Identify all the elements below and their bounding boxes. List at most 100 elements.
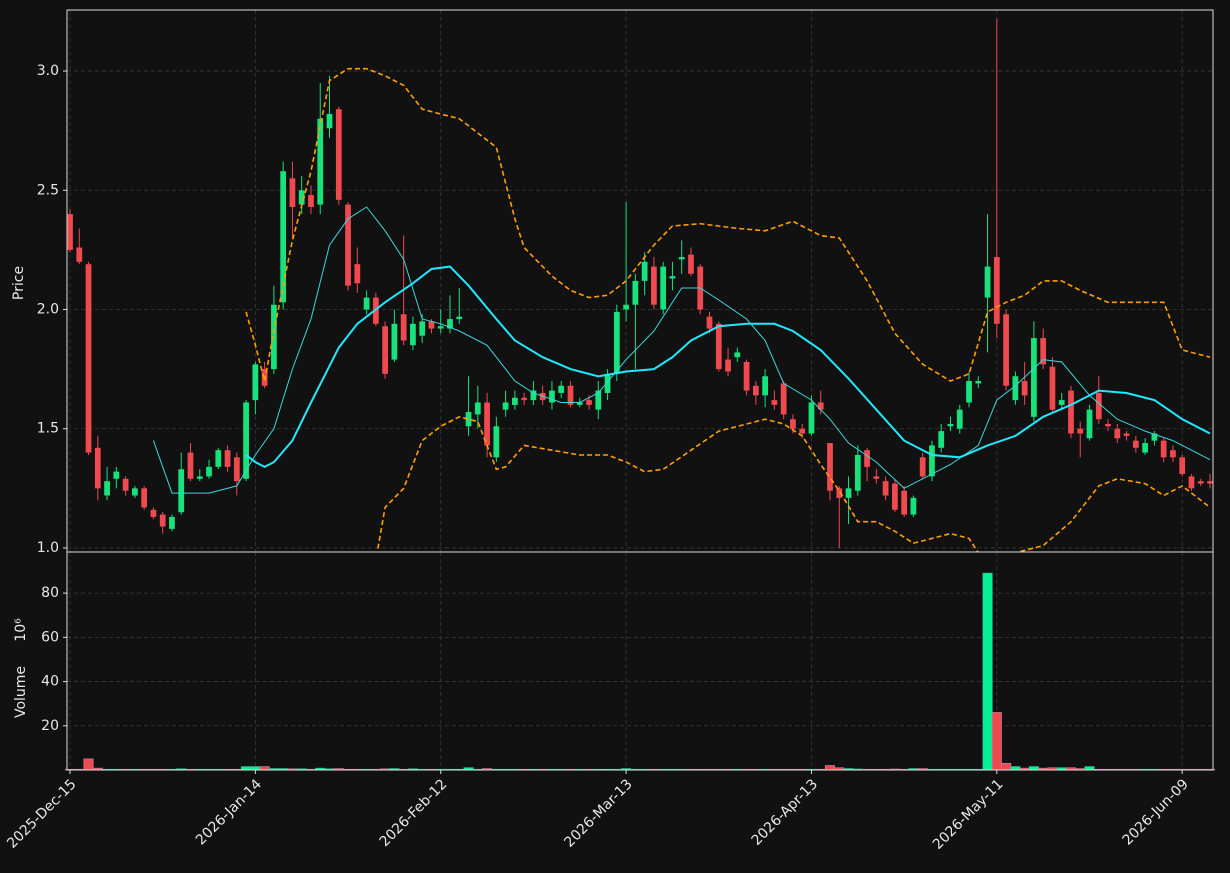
candle-body — [1058, 400, 1065, 405]
candle-body — [1021, 381, 1028, 396]
candle-body — [966, 381, 972, 403]
volume-bar — [991, 712, 1002, 771]
candle-body — [1123, 433, 1130, 436]
price-axis-label: Price — [11, 266, 27, 300]
candle-body — [521, 397, 528, 401]
candle-body — [1114, 428, 1121, 439]
y-tick-label: 20 — [41, 718, 59, 734]
candle-body — [1031, 338, 1037, 417]
candle-body — [706, 316, 713, 329]
candle-body — [734, 352, 741, 358]
candle-body — [419, 321, 426, 336]
candle-body — [363, 297, 370, 310]
candle-body — [354, 264, 361, 284]
candle-body — [725, 359, 731, 372]
candle-body — [1142, 443, 1148, 453]
candle-body — [1151, 433, 1158, 441]
candle-body — [576, 402, 583, 405]
candle-body — [743, 361, 750, 391]
candle-body — [178, 469, 185, 513]
candle-body — [1132, 440, 1139, 448]
candle-body — [688, 254, 694, 274]
candle-body — [845, 488, 852, 498]
candle-body — [771, 400, 778, 405]
candle-body — [289, 178, 296, 207]
candle-body — [910, 497, 917, 515]
candle-body — [641, 261, 648, 281]
candle-body — [271, 304, 277, 370]
candle-body — [1068, 390, 1074, 434]
candle-body — [892, 483, 898, 510]
candle-body — [326, 113, 333, 129]
candle-body — [669, 276, 676, 279]
candle-body — [335, 109, 342, 200]
y-tick-label: 1.5 — [37, 421, 59, 437]
candle-body — [678, 257, 685, 260]
overlay-line — [152, 206, 1211, 494]
volume-bar — [824, 765, 836, 771]
candle-body — [1179, 457, 1186, 475]
candle-body — [660, 266, 667, 310]
candle-body — [159, 514, 166, 527]
candle-body — [169, 516, 175, 529]
candle-body — [1049, 366, 1056, 410]
candle-body — [1207, 481, 1213, 484]
y-tick-label: 2.5 — [37, 182, 59, 198]
candle-body — [623, 304, 629, 310]
overlay-line — [245, 265, 1211, 469]
candle-body — [836, 488, 843, 498]
candle-body — [604, 373, 611, 393]
candle-body — [799, 428, 806, 434]
candle-body — [1170, 450, 1176, 458]
candle-body — [613, 311, 620, 374]
candle-body — [206, 466, 212, 477]
candle-body — [224, 450, 231, 467]
overlay-line — [376, 415, 1211, 552]
candle-body — [410, 323, 416, 346]
candle-body — [428, 321, 435, 329]
candle-body — [938, 431, 945, 448]
candle-body — [1012, 376, 1019, 401]
candle-body — [456, 316, 463, 320]
candle-body — [947, 423, 954, 427]
candle-body — [864, 450, 870, 467]
candle-body — [196, 476, 203, 479]
candle-body — [187, 452, 194, 479]
y-tick-label: 60 — [41, 629, 59, 645]
candle-body — [465, 412, 472, 427]
candle-body — [382, 326, 388, 374]
candle-body — [919, 457, 926, 477]
candle-body — [150, 509, 157, 517]
candle-body — [474, 402, 481, 415]
candle-body — [817, 402, 824, 410]
price-plot — [67, 18, 1213, 552]
candle-body — [975, 381, 982, 384]
candle-body — [808, 402, 815, 434]
candle-body — [437, 326, 444, 329]
candle-body — [586, 400, 592, 405]
candle-body — [715, 323, 722, 370]
candle-body — [1160, 440, 1167, 458]
candle-body — [400, 314, 407, 341]
candle-body — [984, 266, 991, 298]
candle-body — [76, 247, 83, 262]
candle-body — [252, 364, 259, 401]
candle-body — [882, 481, 889, 496]
candle-body — [651, 266, 657, 305]
y-tick-label: 40 — [41, 674, 59, 690]
candle-body — [929, 445, 935, 477]
candle-body — [104, 481, 110, 496]
candle-body — [558, 385, 565, 393]
candle-body — [141, 488, 148, 508]
volume-bar — [83, 758, 94, 771]
candle-body — [827, 443, 833, 491]
candle-body — [549, 390, 555, 403]
candle-body — [94, 447, 101, 489]
candle-body — [67, 214, 73, 250]
candle-body — [1077, 428, 1084, 434]
volume-frame — [66, 551, 1214, 771]
candle-body — [215, 450, 222, 467]
y-tick-label: 2.0 — [37, 301, 59, 317]
candle-body — [993, 257, 1000, 324]
candle-body — [512, 397, 518, 405]
